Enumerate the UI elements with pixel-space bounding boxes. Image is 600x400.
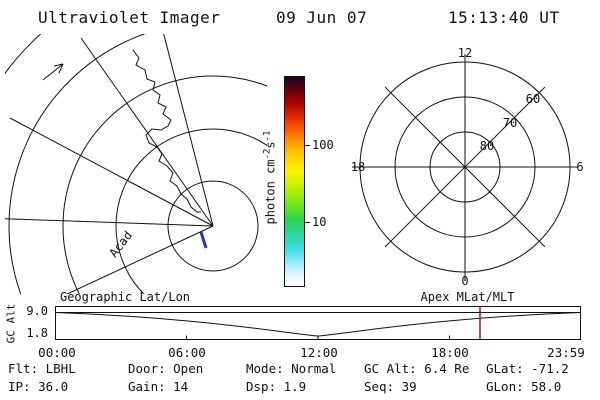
time-tick-0600: 06:00: [168, 345, 206, 360]
status-gc-alt: GC Alt: 6.4 Re: [364, 361, 470, 376]
mlt-label-0: 0: [461, 274, 468, 288]
gc-alt-ytick-top: 9.0: [26, 304, 48, 318]
polar-caption: Apex MLat/MLT: [420, 290, 515, 304]
gc-alt-timeline-plot: [55, 306, 581, 340]
mlt-spokes: [360, 62, 570, 272]
map-text-label: Acad: [106, 228, 135, 259]
time-axis-ticks: [186, 335, 450, 339]
mlt-label-18: 18: [351, 160, 365, 174]
time-tick-1200: 12:00: [300, 345, 338, 360]
status-flt: Flt: LBHL: [8, 361, 76, 376]
mlat-label-70: 70: [503, 116, 517, 130]
units-main: photon cm: [263, 159, 278, 225]
aurora-streak: [199, 231, 208, 249]
mlat-label-80: 80: [480, 139, 494, 153]
apex-polar-plot: 12 18 6 0 60 70 80: [351, 46, 584, 288]
mlt-label-12: 12: [458, 46, 472, 60]
status-mode: Mode: Normal: [246, 361, 337, 376]
header-time: 15:13:40 UT: [448, 8, 560, 27]
time-tick-2359: 23:59: [547, 345, 585, 360]
geo-caption: Geographic Lat/Lon: [59, 290, 191, 304]
status-door: Door: Open: [128, 361, 204, 376]
status-seq: Seq: 39: [364, 379, 417, 394]
colorbar-tick-100: [305, 145, 310, 146]
meridian-lines: [5, 34, 214, 294]
coastline: [132, 49, 201, 213]
latitude-arcs: [5, 34, 267, 294]
mlt-label-6: 6: [576, 160, 583, 174]
timeline-frame: [55, 306, 581, 340]
time-tick-0000: 00:00: [38, 345, 76, 360]
outer-ticks: [352, 54, 578, 280]
colorbar-tick-10: [305, 222, 310, 223]
status-ip: IP: 36.0: [8, 379, 69, 394]
colorbar: [284, 76, 305, 287]
units-s: s: [263, 141, 278, 149]
gc-alt-ytick-bottom: 1.8: [26, 326, 48, 340]
units-sup-1: -1: [262, 130, 273, 142]
altitude-curve: [55, 312, 581, 337]
status-dsp: Dsp: 1.9: [246, 379, 307, 394]
status-glon: GLon: 58.0: [486, 379, 562, 394]
direction-arrow-icon: [42, 63, 64, 81]
time-tick-1800: 18:00: [431, 345, 469, 360]
status-glat: GLat: -71.2: [486, 361, 569, 376]
status-gain: Gain: 14: [128, 379, 189, 394]
colorbar-tick-label-10: 10: [312, 215, 327, 229]
colorbar-tick-label-100: 100: [312, 138, 334, 152]
geographic-projection-plot: Acad: [5, 34, 267, 294]
units-sup-2: -2: [262, 148, 273, 160]
app-title: Ultraviolet Imager: [38, 8, 221, 27]
colorbar-units-label: photon cm-2s-1: [263, 105, 278, 251]
header-date: 09 Jun 07: [276, 8, 368, 27]
mlat-label-60: 60: [526, 92, 540, 106]
gc-alt-axis-label: GC Alt: [4, 303, 18, 344]
